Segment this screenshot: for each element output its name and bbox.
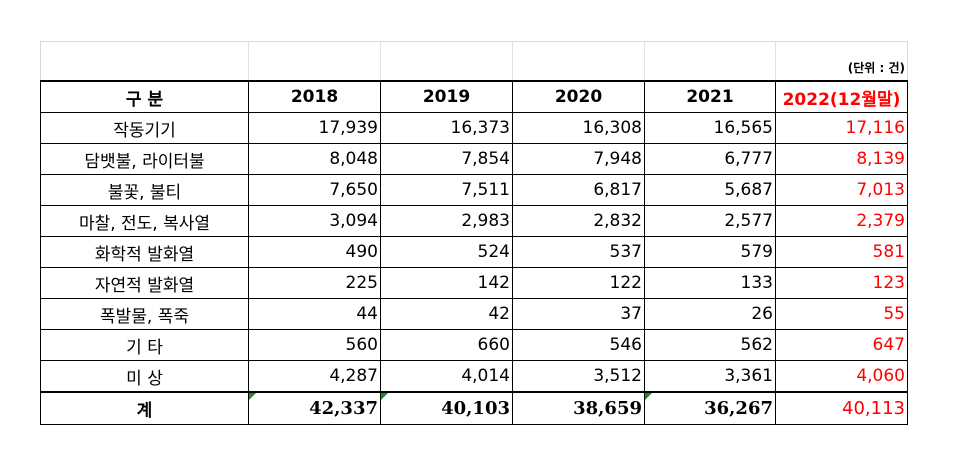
total-label[interactable]: 계 (40, 391, 249, 425)
header-year[interactable]: 2019 (380, 80, 513, 113)
value-cell[interactable]: 579 (644, 236, 776, 268)
value-cell[interactable]: 3,512 (512, 360, 645, 393)
table-row: 작동기기 17,939 16,373 16,308 16,565 17,116 (40, 112, 908, 144)
header-year[interactable]: 2020 (512, 80, 645, 113)
value-cell-current[interactable]: 4,060 (775, 360, 908, 393)
total-cell[interactable]: 38,659 (512, 391, 645, 425)
value-cell[interactable]: 6,817 (512, 174, 645, 206)
total-row: 계 42,337 40,103 38,659 36,267 40,113 (40, 391, 908, 425)
value-cell[interactable]: 660 (380, 329, 513, 361)
value-cell[interactable]: 17,939 (248, 112, 381, 144)
row-label[interactable]: 기 타 (40, 329, 249, 361)
unit-row: (단위 : 건) (40, 41, 908, 81)
value-cell[interactable]: 2,832 (512, 205, 645, 237)
header-year[interactable]: 2018 (248, 80, 381, 113)
row-label[interactable]: 담뱃불, 라이터불 (40, 143, 249, 175)
spreadsheet-cell[interactable] (380, 41, 513, 81)
value-cell-current[interactable]: 647 (775, 329, 908, 361)
value-cell[interactable]: 133 (644, 267, 776, 299)
row-label[interactable]: 자연적 발화열 (40, 267, 249, 299)
fire-cause-table: (단위 : 건) 구 분 2018 2019 2020 2021 2022(12… (40, 41, 908, 425)
value-cell[interactable]: 7,511 (380, 174, 513, 206)
spreadsheet-cell[interactable] (512, 41, 645, 81)
row-label[interactable]: 화학적 발화열 (40, 236, 249, 268)
value-cell[interactable]: 490 (248, 236, 381, 268)
table-row: 불꽃, 불티 7,650 7,511 6,817 5,687 7,013 (40, 174, 908, 206)
value-cell[interactable]: 16,373 (380, 112, 513, 144)
spreadsheet-cell[interactable] (248, 41, 381, 81)
value-cell[interactable]: 16,308 (512, 112, 645, 144)
total-cell[interactable]: 36,267 (644, 391, 776, 425)
value-cell[interactable]: 37 (512, 298, 645, 330)
value-cell[interactable]: 42 (380, 298, 513, 330)
value-cell[interactable]: 225 (248, 267, 381, 299)
value-cell[interactable]: 6,777 (644, 143, 776, 175)
value-cell-current[interactable]: 123 (775, 267, 908, 299)
value-cell[interactable]: 562 (644, 329, 776, 361)
header-category[interactable]: 구 분 (40, 80, 249, 113)
value-cell-current[interactable]: 8,139 (775, 143, 908, 175)
total-cell[interactable]: 42,337 (248, 391, 381, 425)
table-row: 담뱃불, 라이터불 8,048 7,854 7,948 6,777 8,139 (40, 143, 908, 175)
error-marker-icon (381, 393, 388, 400)
value-cell[interactable]: 546 (512, 329, 645, 361)
row-label[interactable]: 불꽃, 불티 (40, 174, 249, 206)
value-cell[interactable]: 5,687 (644, 174, 776, 206)
error-marker-icon (249, 393, 256, 400)
value-cell[interactable]: 142 (380, 267, 513, 299)
value-cell-current[interactable]: 55 (775, 298, 908, 330)
row-label[interactable]: 미 상 (40, 360, 249, 393)
row-label[interactable]: 마찰, 전도, 복사열 (40, 205, 249, 237)
value-cell[interactable]: 16,565 (644, 112, 776, 144)
value-cell[interactable]: 2,983 (380, 205, 513, 237)
table-row: 기 타 560 660 546 562 647 (40, 329, 908, 361)
value-cell[interactable]: 560 (248, 329, 381, 361)
table-row: 마찰, 전도, 복사열 3,094 2,983 2,832 2,577 2,379 (40, 205, 908, 237)
row-label[interactable]: 작동기기 (40, 112, 249, 144)
error-marker-icon (645, 393, 652, 400)
value-cell-current[interactable]: 581 (775, 236, 908, 268)
value-cell-current[interactable]: 2,379 (775, 205, 908, 237)
row-label[interactable]: 폭발물, 폭죽 (40, 298, 249, 330)
value-cell[interactable]: 7,948 (512, 143, 645, 175)
value-cell[interactable]: 7,650 (248, 174, 381, 206)
header-row: 구 분 2018 2019 2020 2021 2022(12월말) (40, 80, 908, 113)
value-cell-current[interactable]: 17,116 (775, 112, 908, 144)
value-cell[interactable]: 7,854 (380, 143, 513, 175)
value-cell-current[interactable]: 7,013 (775, 174, 908, 206)
spreadsheet-cell[interactable] (644, 41, 776, 81)
total-cell[interactable]: 40,103 (380, 391, 513, 425)
table-row: 자연적 발화열 225 142 122 133 123 (40, 267, 908, 299)
value-cell[interactable]: 8,048 (248, 143, 381, 175)
value-cell[interactable]: 524 (380, 236, 513, 268)
value-cell[interactable]: 26 (644, 298, 776, 330)
total-cell-current[interactable]: 40,113 (775, 391, 908, 425)
value-cell[interactable]: 537 (512, 236, 645, 268)
table-row: 폭발물, 폭죽 44 42 37 26 55 (40, 298, 908, 330)
header-year[interactable]: 2021 (644, 80, 776, 113)
value-cell[interactable]: 44 (248, 298, 381, 330)
value-cell[interactable]: 4,287 (248, 360, 381, 393)
header-year-current[interactable]: 2022(12월말) (775, 80, 908, 113)
value-cell[interactable]: 2,577 (644, 205, 776, 237)
table-row: 화학적 발화열 490 524 537 579 581 (40, 236, 908, 268)
value-cell[interactable]: 4,014 (380, 360, 513, 393)
spreadsheet-cell[interactable] (40, 41, 249, 81)
table-row: 미 상 4,287 4,014 3,512 3,361 4,060 (40, 360, 908, 393)
unit-note[interactable]: (단위 : 건) (775, 41, 908, 81)
value-cell[interactable]: 122 (512, 267, 645, 299)
value-cell[interactable]: 3,094 (248, 205, 381, 237)
value-cell[interactable]: 3,361 (644, 360, 776, 393)
